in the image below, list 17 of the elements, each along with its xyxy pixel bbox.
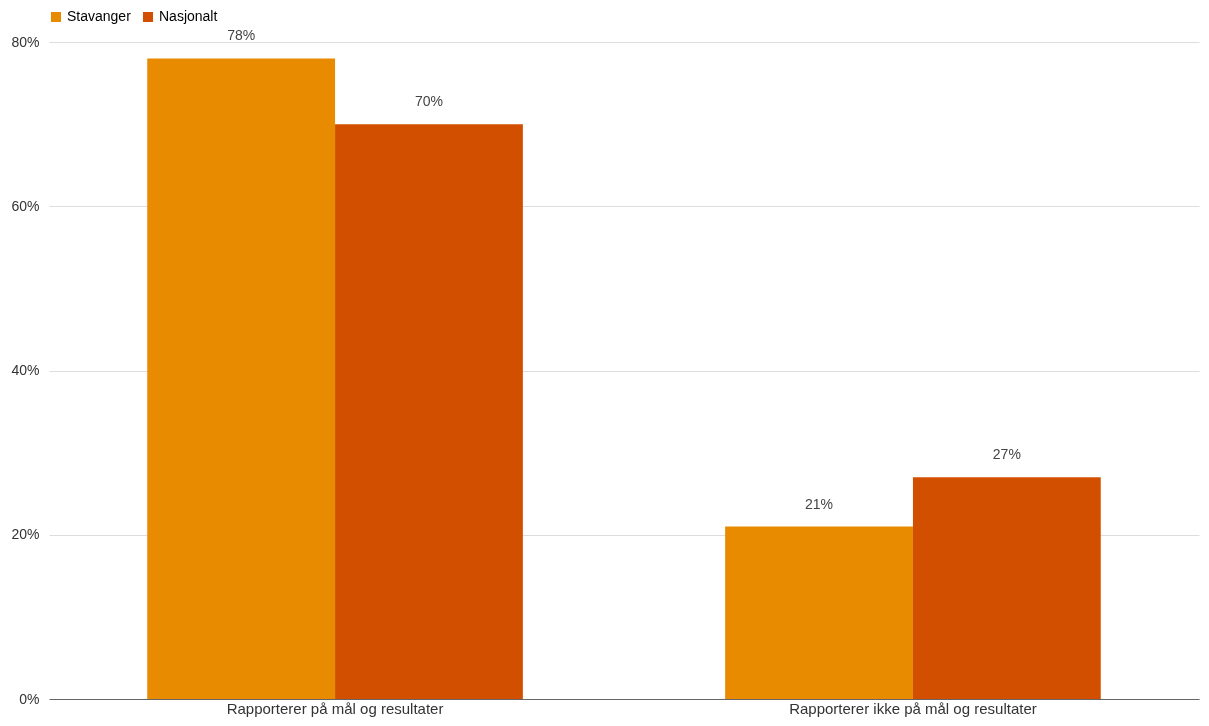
data-label: 78% <box>227 27 256 44</box>
legend-label: Stavanger <box>67 8 132 24</box>
legend-label: Nasjonalt <box>159 8 218 24</box>
data-label: 21% <box>805 495 834 512</box>
data-label: 27% <box>992 446 1021 463</box>
bar <box>335 124 523 699</box>
x-tick-label: Rapporterer på mål og resultater <box>226 699 444 717</box>
bar <box>912 477 1101 699</box>
y-tick-label: 40% <box>11 362 40 378</box>
data-label: 70% <box>414 93 443 110</box>
y-tick-label: 20% <box>11 526 40 543</box>
bar <box>147 58 336 699</box>
x-tick-label: Rapporterer ikke på mål og resultater <box>789 699 1037 717</box>
y-tick-label: 0% <box>19 690 40 707</box>
y-tick-label: 80% <box>11 33 40 50</box>
bar <box>725 526 913 699</box>
y-tick-label: 60% <box>11 197 40 214</box>
